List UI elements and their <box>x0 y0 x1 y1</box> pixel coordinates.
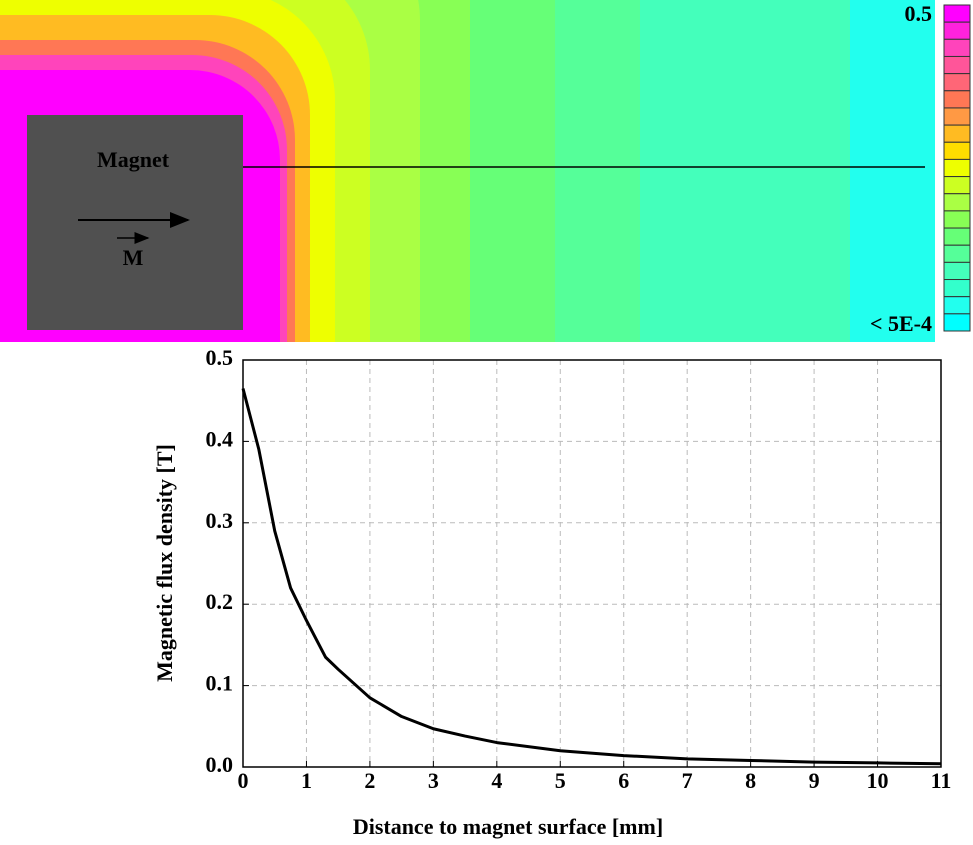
colorbar-cell <box>943 227 971 246</box>
y-tick-label: 0.4 <box>206 426 234 451</box>
x-tick-label: 9 <box>809 768 820 793</box>
x-tick-label: 8 <box>745 768 756 793</box>
colorbar-cell <box>943 193 971 212</box>
x-tick-label: 7 <box>682 768 693 793</box>
colorbar-cell <box>943 90 971 109</box>
colorbar <box>943 4 971 332</box>
x-tick-label: 10 <box>867 768 889 793</box>
y-tick-label: 0.1 <box>206 671 234 696</box>
magnet-label: Magnet <box>97 147 170 172</box>
colorbar-cell <box>943 38 971 57</box>
colorbar-cell <box>943 176 971 195</box>
x-tick-label: 2 <box>364 768 375 793</box>
y-axis-label: Magnetic flux density [T] <box>152 444 177 682</box>
x-tick-label: 5 <box>555 768 566 793</box>
x-tick-label: 3 <box>428 768 439 793</box>
colorbar-cell <box>943 244 971 263</box>
colorbar-max-label: 0.5 <box>905 1 933 26</box>
colorbar-cell <box>943 296 971 315</box>
x-tick-label: 1 <box>301 768 312 793</box>
colorbar-cell <box>943 313 971 332</box>
line-chart: Distance to magnet surface [mm] Magnetic… <box>152 345 951 839</box>
colorbar-cell <box>943 124 971 143</box>
colorbar-cell <box>943 4 971 23</box>
x-tick-label: 4 <box>491 768 502 793</box>
colorbar-cell <box>943 279 971 298</box>
plot-frame <box>242 359 942 768</box>
y-tick-label: 0.3 <box>206 508 234 533</box>
y-tick-label: 0.2 <box>206 589 234 614</box>
y-tick-label: 0.5 <box>206 345 234 370</box>
x-tick-label: 6 <box>618 768 629 793</box>
colorbar-cell <box>943 210 971 229</box>
colorbar-cell <box>943 158 971 178</box>
colorbar-cell <box>943 107 971 126</box>
colorbar-cell <box>943 261 971 281</box>
colorbar-cell <box>943 55 971 75</box>
colorbar-cell <box>943 21 971 40</box>
x-tick-label: 11 <box>931 768 952 793</box>
field-map: Magnet M <box>0 0 935 342</box>
data-line <box>241 388 942 766</box>
magnet <box>27 115 243 330</box>
x-tick-label: 0 <box>238 768 249 793</box>
colorbar-cell <box>943 73 971 92</box>
colorbar-cell <box>943 141 971 160</box>
colorbar-min-label: < 5E-4 <box>870 311 932 336</box>
y-tick-label: 0.0 <box>206 752 234 777</box>
vector-label: M <box>123 245 144 270</box>
x-axis-label: Distance to magnet surface [mm] <box>353 814 663 839</box>
